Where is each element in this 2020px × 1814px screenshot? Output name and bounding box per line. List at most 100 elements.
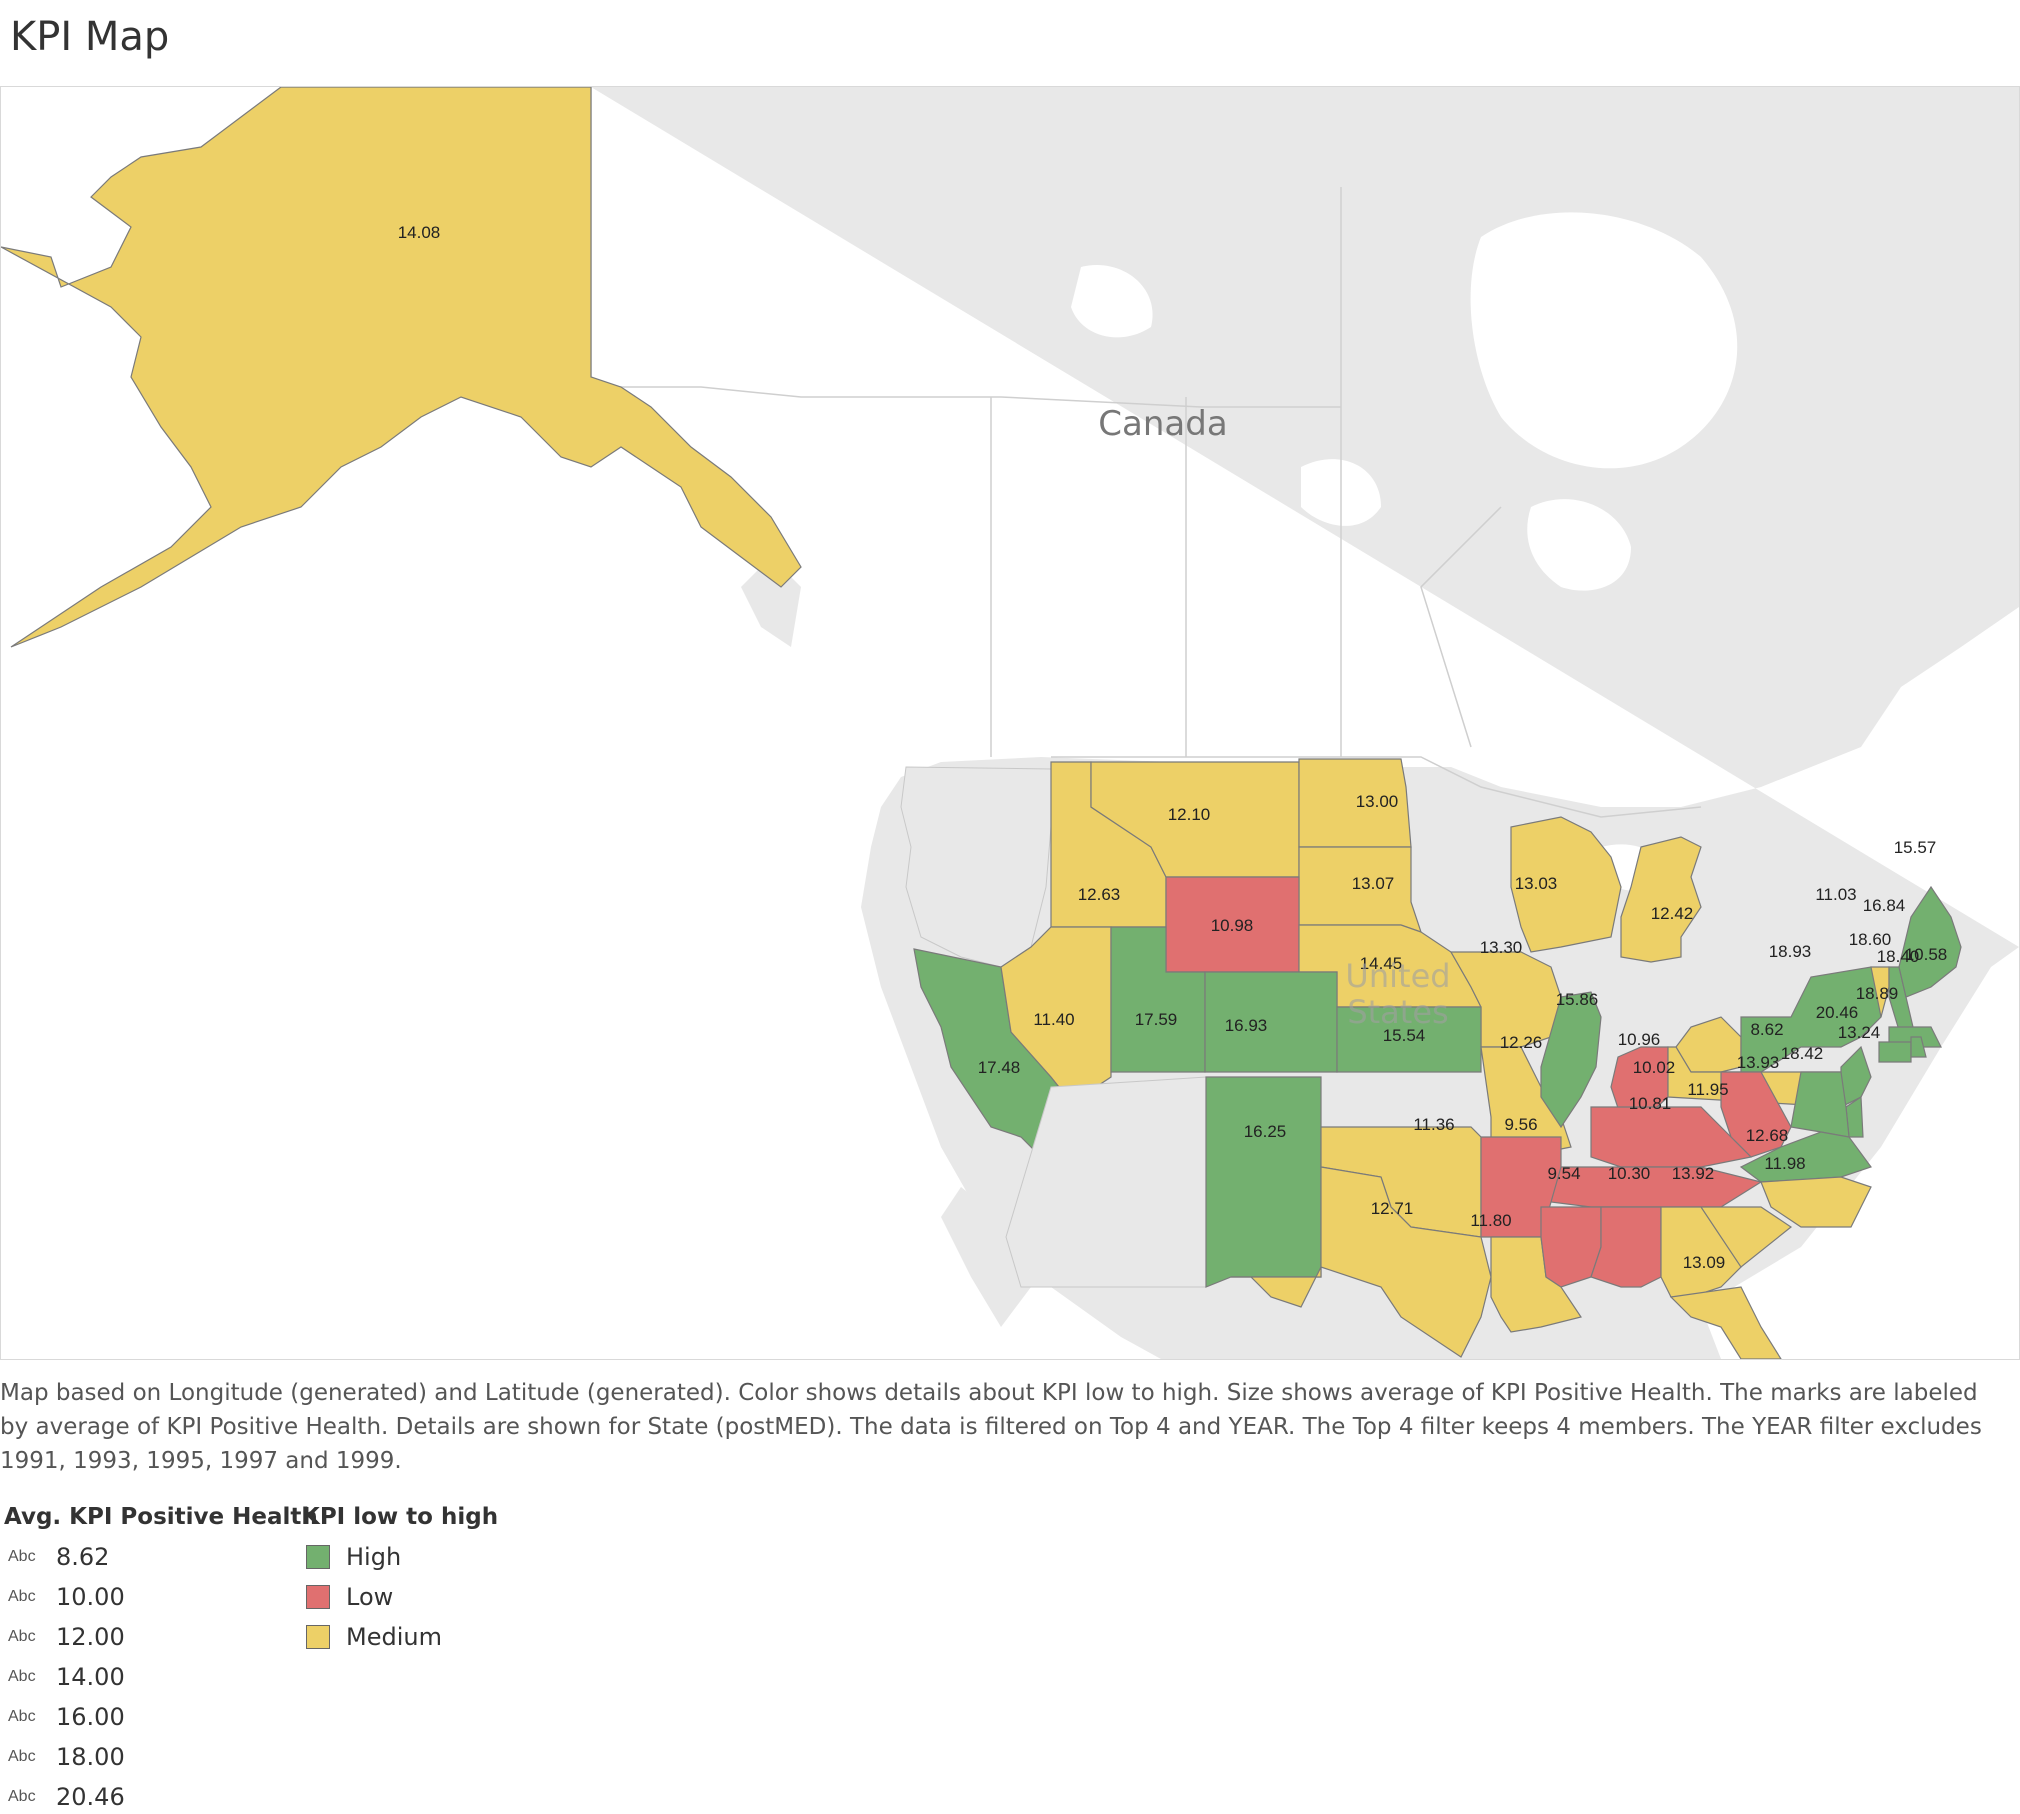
size-legend-value: 8.62 xyxy=(56,1543,110,1571)
color-swatch xyxy=(306,1585,330,1609)
state-value-label: 8.62 xyxy=(1750,1020,1783,1039)
state-value-label: 11.40 xyxy=(1033,1010,1074,1029)
size-legend-title: Avg. KPI Positive Health xyxy=(4,1504,318,1530)
state-alabama[interactable] xyxy=(1590,1206,1662,1288)
state-value-label: 10.98 xyxy=(1211,916,1254,935)
country-label-canada: Canada xyxy=(1098,404,1227,444)
state-kentucky[interactable] xyxy=(1590,1106,1753,1168)
color-legend-item-high[interactable]: High xyxy=(306,1540,401,1574)
state-value-label: 11.03 xyxy=(1815,885,1856,904)
state-value-label: 13.92 xyxy=(1672,1164,1715,1183)
abc-marker: Abc xyxy=(8,1788,36,1805)
state-value-label: 10.02 xyxy=(1633,1058,1676,1077)
state-florida[interactable] xyxy=(1669,1286,1782,1359)
state-value-label: 17.59 xyxy=(1135,1010,1178,1029)
state-value-label: 12.42 xyxy=(1651,904,1694,923)
state-north-dakota[interactable] xyxy=(1298,758,1412,848)
size-legend-item: Abc 16.00 xyxy=(8,1700,125,1734)
state-value-label: 18.40 xyxy=(1877,947,1920,966)
abc-marker: Abc xyxy=(8,1708,36,1725)
color-swatch xyxy=(306,1625,330,1649)
state-value-label: 10.81 xyxy=(1629,1094,1672,1113)
state-value-label: 12.68 xyxy=(1746,1126,1789,1145)
abc-marker: Abc xyxy=(8,1748,36,1765)
state-vermont[interactable] xyxy=(1870,966,1890,1018)
size-legend-item: Abc 20.46 xyxy=(8,1780,125,1814)
state-iowa[interactable] xyxy=(1449,951,1562,1048)
state-value-label: 10.58 xyxy=(1905,945,1948,964)
state-virginia[interactable] xyxy=(1739,1131,1872,1183)
country-label-united: United xyxy=(1345,957,1450,995)
state-value-label: 15.57 xyxy=(1894,838,1937,857)
map-canvas[interactable]: Canada 14.0812.6312.1013.0013.0710.9814.… xyxy=(1,87,2019,1359)
map-caption: Map based on Longitude (generated) and L… xyxy=(0,1380,1982,1474)
state-rhode-island[interactable] xyxy=(1910,1036,1927,1058)
size-legend-value: 16.00 xyxy=(56,1703,125,1731)
state-washington-oregon[interactable] xyxy=(900,766,1052,968)
state-value-label: 18.93 xyxy=(1769,942,1812,961)
country-label-states: States xyxy=(1347,993,1448,1031)
abc-marker: Abc xyxy=(8,1588,36,1605)
state-wisconsin[interactable] xyxy=(1510,816,1622,953)
state-illinois[interactable] xyxy=(1540,991,1602,1129)
color-legend-label: Medium xyxy=(346,1623,442,1651)
size-legend-item: Abc 18.00 xyxy=(8,1740,125,1774)
state-value-label: 9.56 xyxy=(1504,1115,1537,1134)
state-value-label: 15.86 xyxy=(1556,990,1599,1009)
size-legend-value: 18.00 xyxy=(56,1743,125,1771)
state-missouri[interactable] xyxy=(1480,1046,1572,1158)
states-layer[interactable] xyxy=(1,87,1962,1359)
abc-marker: Abc xyxy=(8,1668,36,1685)
color-legend-item-medium[interactable]: Medium xyxy=(306,1620,442,1654)
state-value-label: 12.63 xyxy=(1078,885,1121,904)
state-value-label: 13.30 xyxy=(1480,938,1523,957)
color-swatch xyxy=(306,1545,330,1569)
kpi-map[interactable]: Canada 14.08 12.63 12.10 13.00 13.07 10.98 14.… xyxy=(0,86,2020,1360)
color-legend-item-low[interactable]: Low xyxy=(306,1580,393,1614)
state-new-mexico[interactable] xyxy=(1205,1076,1322,1288)
color-legend-label: Low xyxy=(346,1583,394,1611)
color-legend-label: High xyxy=(346,1543,402,1571)
size-legend-value: 14.00 xyxy=(56,1663,125,1691)
state-value-label: 13.03 xyxy=(1515,874,1558,893)
state-value-label: 10.96 xyxy=(1618,1030,1661,1049)
state-value-label: 16.25 xyxy=(1244,1122,1287,1141)
state-value-label: 13.24 xyxy=(1838,1023,1881,1042)
page-title: KPI Map xyxy=(10,14,170,60)
state-value-label: 16.93 xyxy=(1225,1016,1268,1035)
size-legend-value: 20.46 xyxy=(56,1783,125,1811)
state-michigan[interactable] xyxy=(1620,836,1702,963)
state-labels: 14.08 12.63 12.10 13.00 13.07 10.98 14.45 13.30… xyxy=(398,223,1948,1272)
state-value-label: 13.09 xyxy=(1683,1253,1726,1272)
state-maryland[interactable] xyxy=(1790,1071,1850,1138)
state-value-label: 13.07 xyxy=(1352,874,1395,893)
state-value-label: 12.26 xyxy=(1500,1033,1543,1052)
state-maine[interactable] xyxy=(1898,885,1962,998)
size-legend-item: Abc 8.62 xyxy=(8,1540,109,1574)
state-value-label: 11.36 xyxy=(1413,1115,1454,1134)
state-value-label: 15.54 xyxy=(1383,1026,1426,1045)
state-texas[interactable] xyxy=(1231,1166,1492,1358)
color-legend-title: KPI low to high xyxy=(302,1504,499,1530)
state-value-label: 17.48 xyxy=(978,1058,1021,1077)
state-value-label: 18.89 xyxy=(1856,984,1899,1003)
state-connecticut[interactable] xyxy=(1878,1041,1912,1063)
size-legend-item: Abc 10.00 xyxy=(8,1580,125,1614)
size-legend-item: Abc 14.00 xyxy=(8,1660,125,1694)
state-west-virginia[interactable] xyxy=(1720,1071,1792,1158)
state-value-label: 11.95 xyxy=(1687,1080,1728,1099)
state-value-label: 9.54 xyxy=(1547,1164,1580,1183)
abc-marker: Abc xyxy=(8,1628,36,1645)
state-value-label: 14.45 xyxy=(1360,954,1403,973)
state-arizona[interactable] xyxy=(1005,1076,1207,1288)
state-value-label: 20.46 xyxy=(1816,1003,1859,1022)
state-north-carolina[interactable] xyxy=(1760,1176,1872,1228)
state-value-label: 11.98 xyxy=(1764,1154,1805,1173)
state-value-label: 12.10 xyxy=(1168,805,1211,824)
state-value-label: 14.08 xyxy=(398,223,441,242)
state-value-label: 13.93 xyxy=(1737,1053,1780,1072)
state-alaska[interactable] xyxy=(1,87,802,648)
size-legend-value: 10.00 xyxy=(56,1583,125,1611)
state-kansas[interactable] xyxy=(1336,1006,1482,1073)
state-value-label: 16.84 xyxy=(1863,896,1906,915)
